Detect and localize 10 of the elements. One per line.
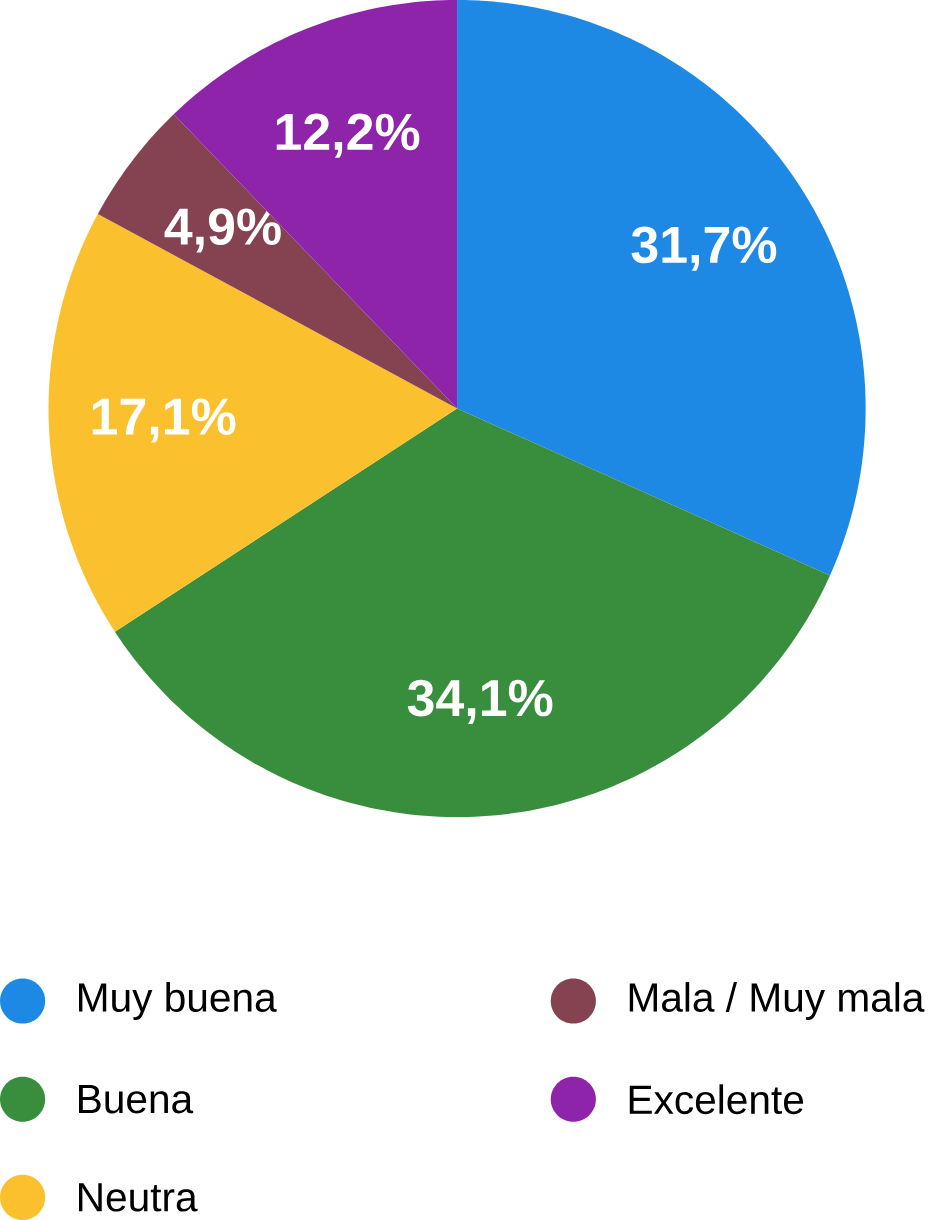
data-label: 4,9% [164, 208, 281, 253]
data-label: 34,1% [407, 679, 553, 724]
data-label: 31,7% [631, 226, 777, 271]
legend-label: Buena [79, 1085, 194, 1114]
legend-label: Mala / Muy mala [629, 982, 925, 1020]
legend-label: Muy buena [79, 982, 277, 1020]
data-label: 17,1% [92, 398, 236, 443]
data-label: 12,2% [276, 113, 420, 158]
legend-label: Neutra [79, 1183, 198, 1212]
legend-label: Excelente [629, 1084, 804, 1115]
